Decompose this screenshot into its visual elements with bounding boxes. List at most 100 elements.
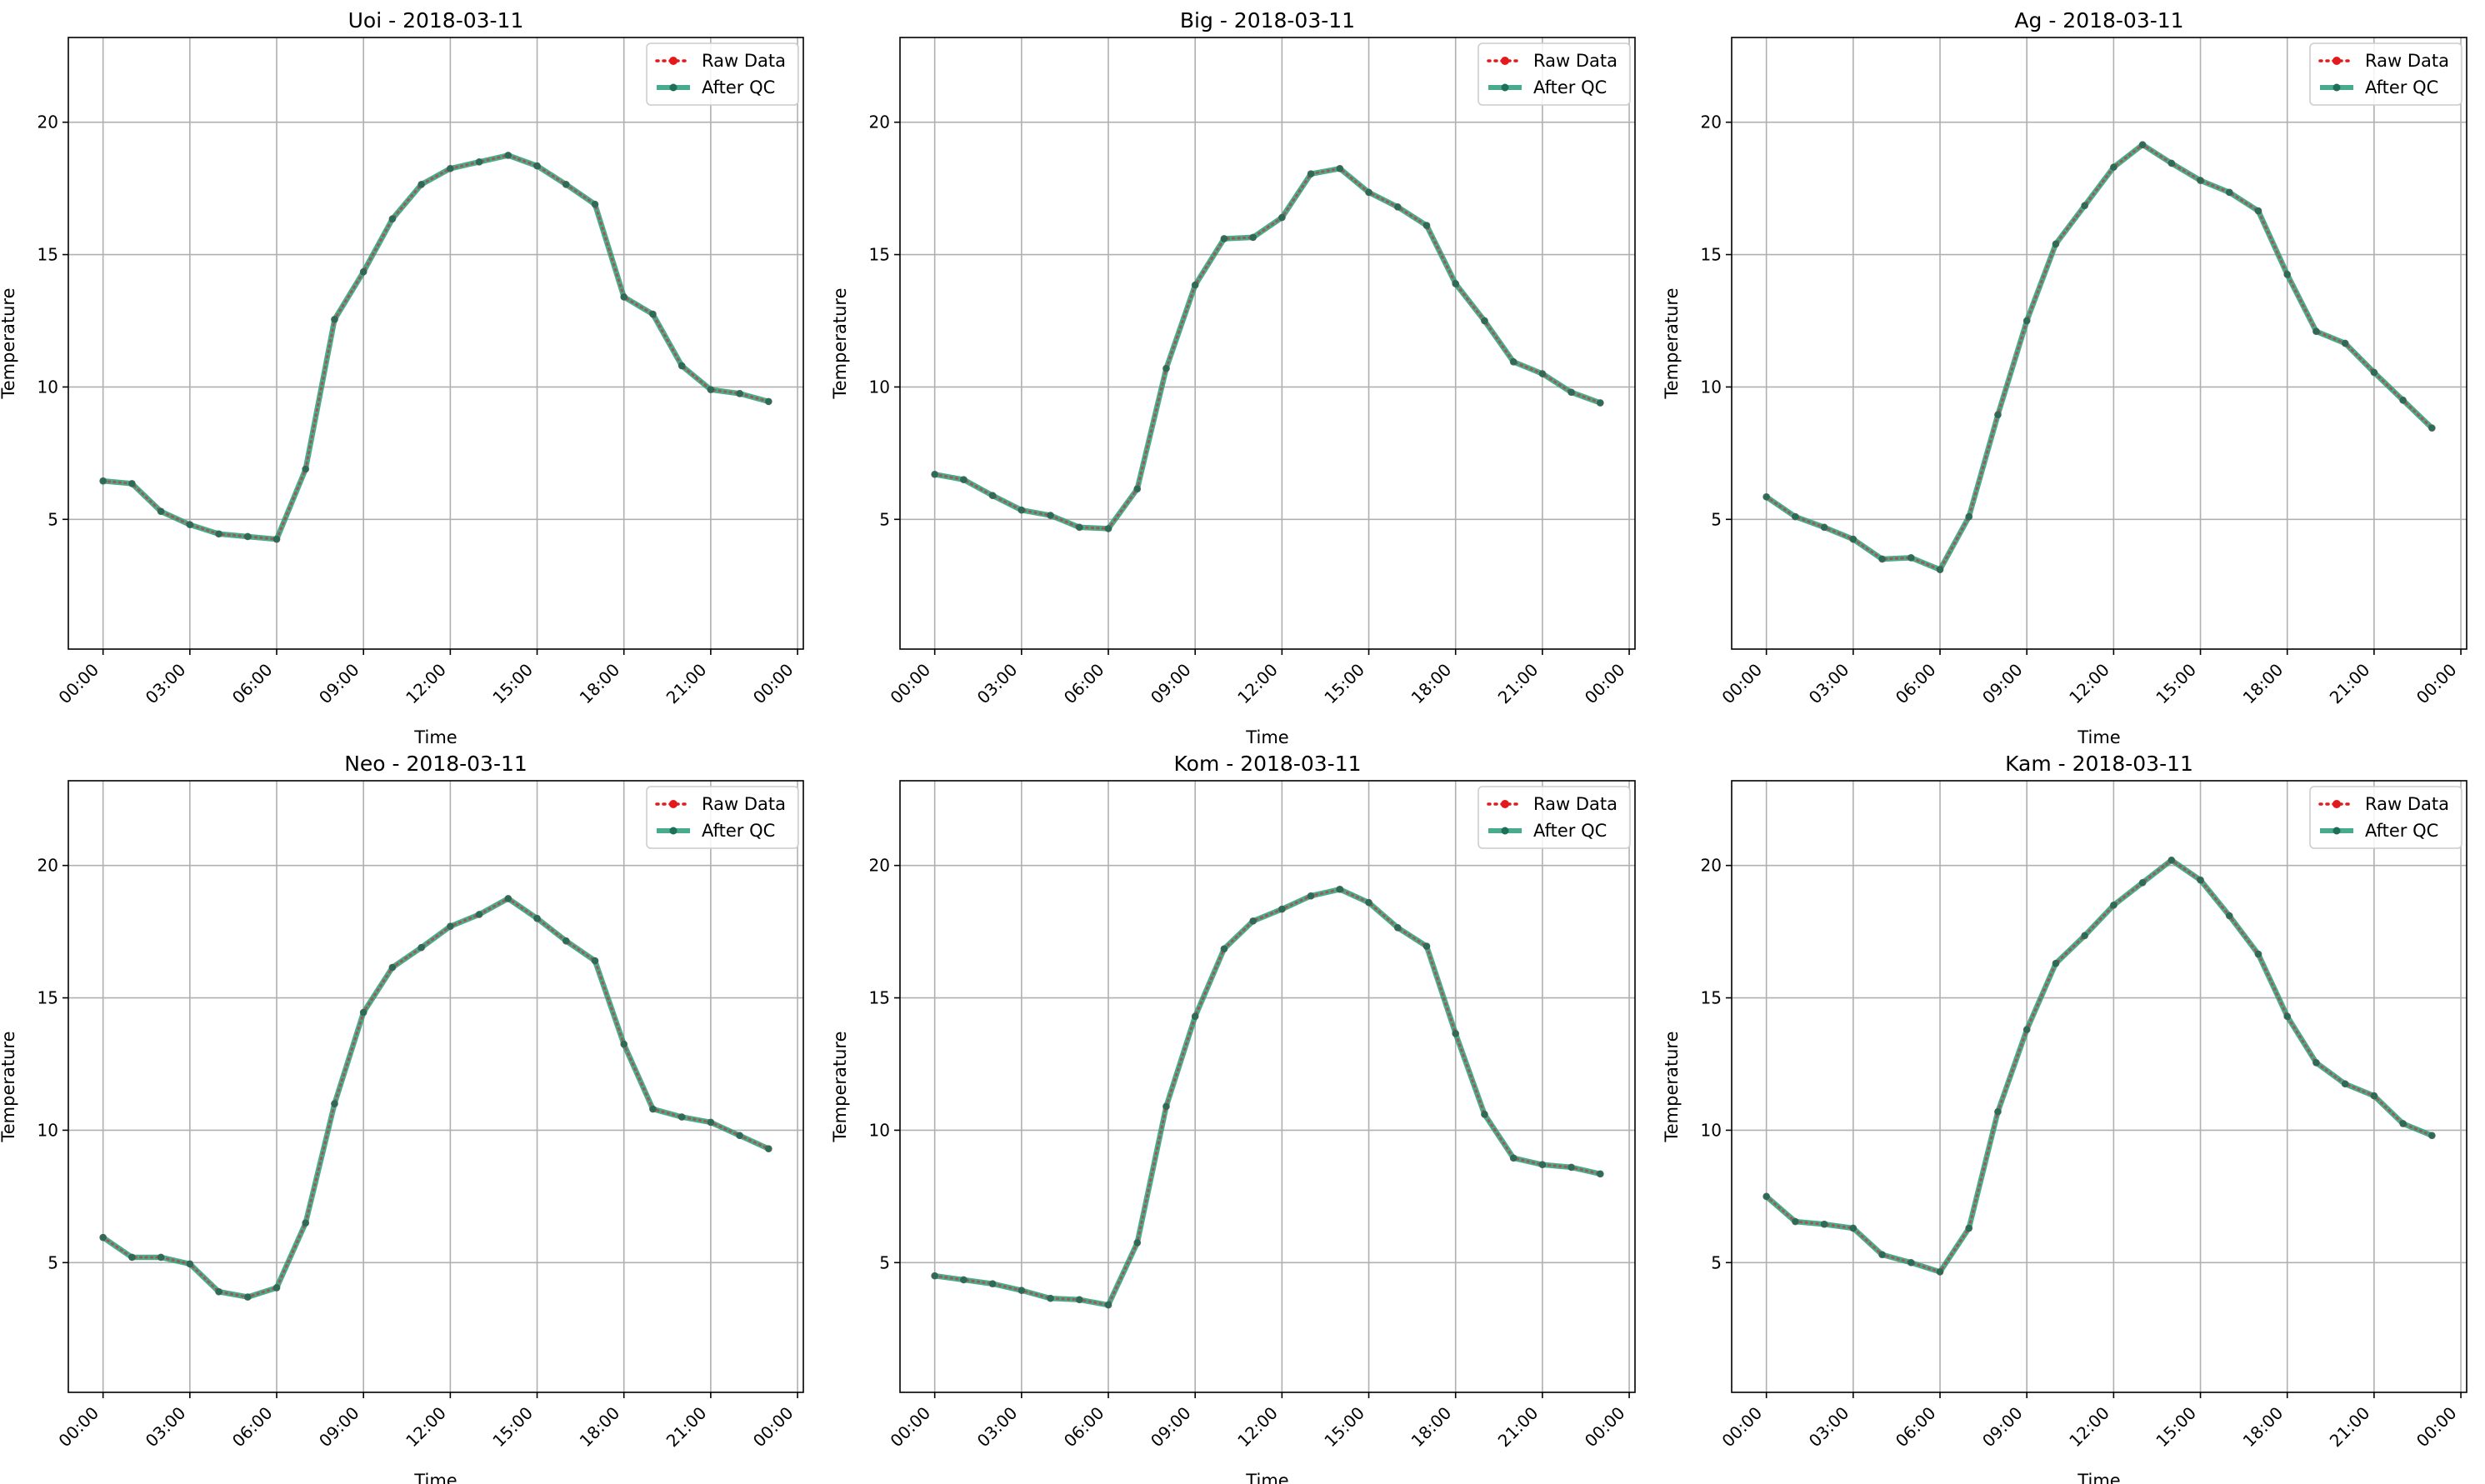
after-qc-point (447, 922, 454, 930)
after-qc-point (331, 1100, 338, 1107)
after-qc-point (1047, 1294, 1054, 1302)
subplot-title: Neo - 2018-03-11 (344, 752, 528, 776)
after-qc-point (1104, 525, 1112, 532)
after-qc-line (100, 896, 772, 1300)
after-qc-point (1047, 512, 1054, 519)
after-qc-point (1481, 317, 1488, 325)
after-qc-point (1191, 1012, 1199, 1020)
x-tick-label: 21:00 (2326, 1403, 2374, 1452)
x-tick-label: 03:00 (142, 660, 190, 708)
legend-raw-label: Raw Data (702, 51, 786, 71)
after-qc-point (1452, 1030, 1459, 1037)
after-qc-point (649, 310, 657, 318)
raw-data-line (933, 167, 1602, 530)
legend-raw-marker (2332, 57, 2341, 65)
y-tick-label: 15 (1701, 245, 1722, 265)
after-qc-point (186, 521, 194, 528)
after-qc-point (504, 895, 512, 902)
after-qc-line (1763, 142, 2435, 572)
after-qc-point (1249, 233, 1257, 242)
after-qc-point (359, 268, 368, 276)
after-qc-point (302, 465, 309, 473)
x-tick-label: 15:00 (2152, 660, 2200, 708)
y-tick-label: 10 (1701, 377, 1722, 397)
after-qc-point (1018, 1287, 1026, 1294)
after-qc-point (1994, 1107, 2002, 1116)
y-axis-label: Temperature (1662, 1031, 1682, 1142)
x-tick-label: 00:00 (1581, 1403, 1629, 1452)
after-qc-point (707, 1118, 715, 1127)
y-tick-label: 5 (1711, 509, 1722, 529)
raw-data-line (1765, 142, 2433, 572)
y-tick-label: 5 (879, 1252, 890, 1272)
legend-raw-marker (2332, 800, 2341, 808)
x-tick-label: 18:00 (2239, 1403, 2288, 1452)
x-tick-label: 18:00 (1408, 1403, 1456, 1452)
after-qc-point (2052, 960, 2060, 967)
after-qc-point (678, 362, 686, 370)
after-qc-point (931, 471, 938, 478)
after-qc-point (2283, 271, 2291, 278)
legend-qc-label: After QC (702, 821, 775, 841)
after-qc-point (2283, 1012, 2291, 1020)
after-qc-point (1878, 1251, 1886, 1258)
x-tick-label: 21:00 (662, 660, 711, 708)
y-tick-label: 20 (1701, 856, 1722, 876)
x-tick-label: 00:00 (749, 1403, 798, 1452)
after-qc-point (2254, 207, 2262, 215)
after-qc-point (186, 1260, 194, 1268)
after-qc-point (2081, 202, 2088, 209)
after-qc-point (2312, 1059, 2320, 1067)
y-tick-label: 10 (38, 1120, 58, 1140)
y-tick-label: 20 (38, 112, 58, 132)
x-axis-label: Time (1245, 1471, 1288, 1484)
x-tick-label: 15:00 (488, 1403, 537, 1452)
after-qc-point (2052, 240, 2060, 248)
x-tick-label: 18:00 (2239, 660, 2288, 708)
y-tick-label: 20 (869, 112, 890, 132)
after-qc-point (2341, 339, 2349, 347)
legend-qc-marker (1501, 827, 1509, 835)
legend: Raw Data After QC (1478, 42, 1631, 106)
after-qc-point (504, 152, 512, 159)
x-tick-label: 00:00 (749, 660, 798, 708)
y-tick-label: 15 (869, 245, 890, 265)
x-tick-label: 00:00 (1718, 1403, 1766, 1452)
x-tick-label: 06:00 (228, 1403, 277, 1452)
after-qc-point (1076, 523, 1083, 532)
after-qc-point (1936, 1268, 1944, 1276)
after-qc-point (99, 1233, 107, 1242)
y-axis-label: Temperature (0, 287, 18, 399)
axes-frame (899, 780, 1636, 1393)
after-qc-point (1249, 917, 1257, 925)
legend-qc-label: After QC (702, 77, 775, 97)
legend-raw-marker (1501, 57, 1509, 65)
x-tick-label: 21:00 (662, 1403, 711, 1452)
legend-qc-label: After QC (2365, 77, 2438, 97)
after-qc-point (1162, 1102, 1170, 1111)
x-tick-label: 00:00 (54, 1403, 102, 1452)
after-qc-point (533, 915, 541, 922)
after-qc-point (418, 181, 425, 188)
after-qc-point (128, 480, 136, 487)
subplot-title: Ag - 2018-03-11 (2014, 8, 2183, 32)
after-qc-line (1763, 857, 2435, 1275)
subplot-title: Big - 2018-03-11 (1180, 8, 1355, 32)
after-qc-point (359, 1008, 368, 1017)
x-tick-label: 21:00 (1494, 1403, 1542, 1452)
x-tick-label: 00:00 (1581, 660, 1629, 708)
x-tick-label: 12:00 (2065, 1403, 2113, 1452)
after-qc-point (1220, 945, 1228, 952)
x-tick-label: 06:00 (1892, 1403, 1940, 1452)
after-qc-point (2312, 327, 2320, 335)
subplot-5: 00:00 03:00 06:00 09:00 12:00 15:00 18:00 21:00… (830, 752, 1636, 1484)
after-qc-point (128, 1253, 136, 1262)
legend-raw-marker (1501, 800, 1509, 808)
after-qc-line (932, 887, 1603, 1308)
axes-frame (1731, 780, 2468, 1393)
x-tick-label: 09:00 (1147, 660, 1195, 708)
after-qc-point (2138, 879, 2147, 887)
after-qc-point (591, 957, 599, 965)
after-qc-point (1820, 1221, 1828, 1228)
